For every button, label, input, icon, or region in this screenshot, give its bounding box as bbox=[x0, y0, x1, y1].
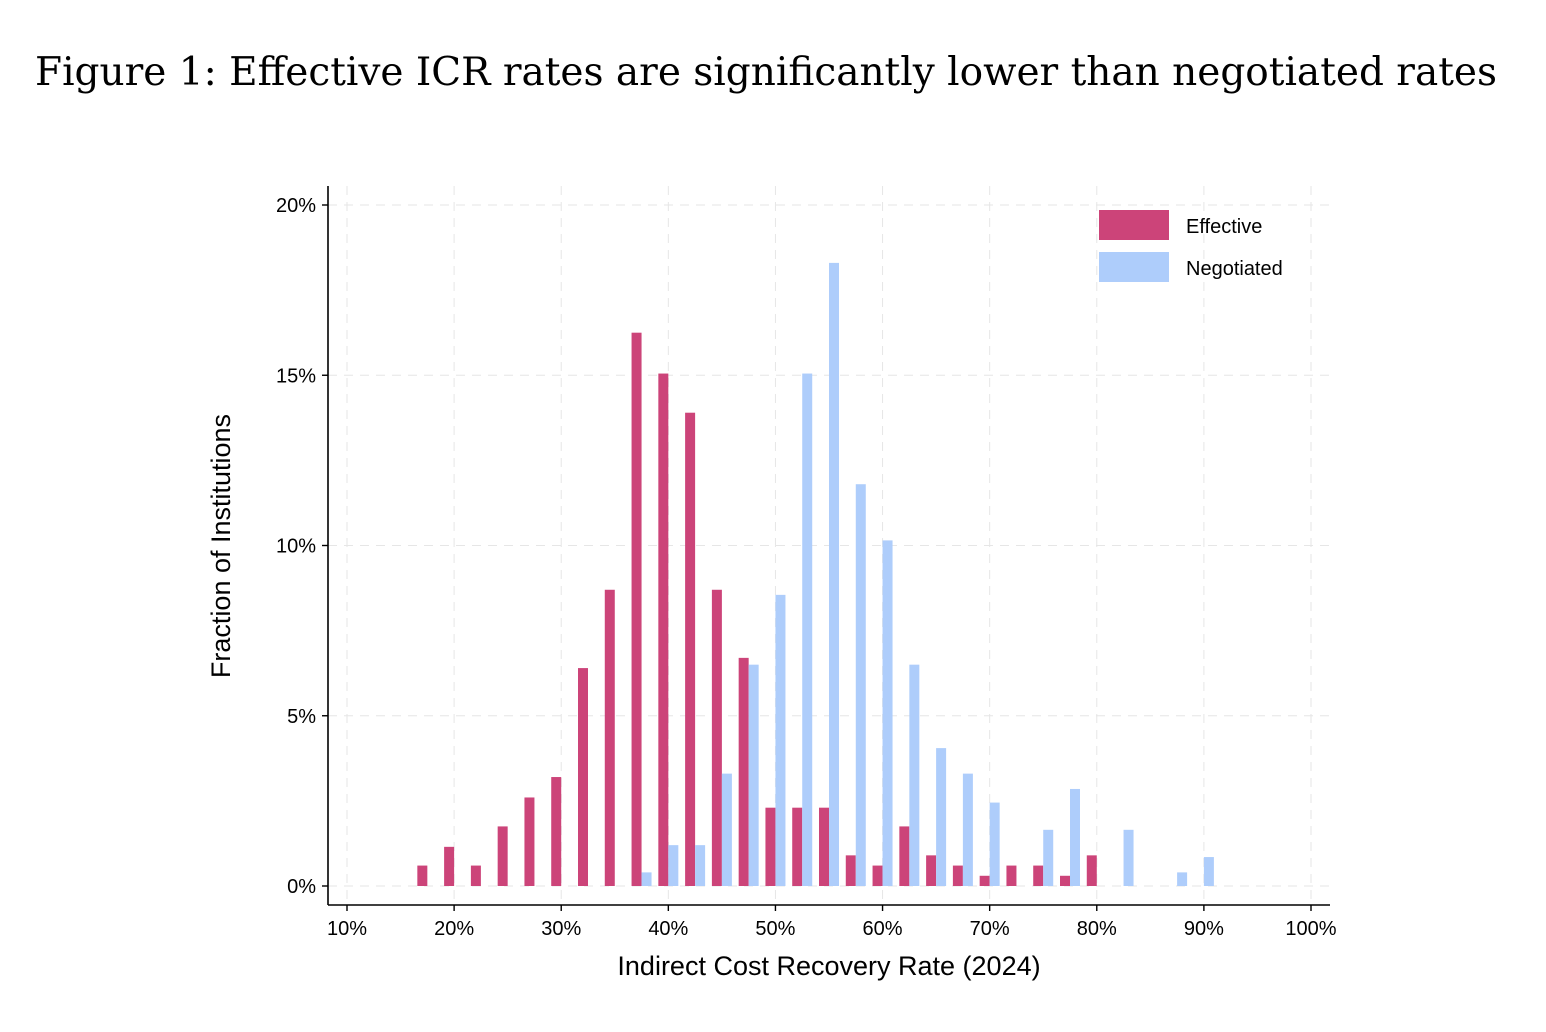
bar-negotiated bbox=[1070, 788, 1080, 886]
bar-effective bbox=[1060, 875, 1070, 886]
bar-negotiated bbox=[641, 872, 652, 886]
legend-swatch-negotiated bbox=[1099, 252, 1169, 282]
bar-effective bbox=[792, 807, 803, 886]
bar-effective bbox=[470, 865, 481, 886]
bar-effective bbox=[1006, 865, 1017, 886]
bar-negotiated bbox=[1203, 857, 1214, 886]
x-tick-label: 30% bbox=[541, 918, 581, 940]
bar-effective bbox=[685, 412, 696, 886]
bar-effective bbox=[819, 807, 829, 886]
x-axis-title: Indirect Cost Recovery Rate (2024) bbox=[617, 951, 1040, 981]
bar-effective bbox=[899, 826, 910, 886]
bar-negotiated bbox=[1043, 829, 1054, 886]
x-tick-label: 50% bbox=[755, 918, 795, 940]
x-tick-label: 60% bbox=[863, 918, 903, 940]
legend: Effective Negotiated bbox=[1099, 210, 1283, 282]
bar-negotiated bbox=[882, 540, 893, 886]
bar-effective bbox=[872, 865, 883, 886]
bar-effective bbox=[711, 589, 722, 886]
bar-effective bbox=[604, 589, 615, 886]
bar-negotiated bbox=[668, 845, 679, 886]
x-tick-label: 100% bbox=[1285, 918, 1336, 940]
bar-effective bbox=[444, 846, 455, 886]
bar-effective bbox=[926, 855, 937, 886]
bar-effective bbox=[979, 875, 990, 886]
bar-negotiated bbox=[1177, 872, 1188, 886]
bar-negotiated bbox=[721, 773, 732, 886]
bar-negotiated bbox=[909, 664, 920, 886]
bar-negotiated bbox=[695, 845, 706, 886]
y-axis-title: Fraction of Institutions bbox=[206, 414, 236, 678]
tick-marks-and-labels: 10% 20% 30% 40% 50% 60% 70% 80% 90% 100% 0% 5% 10% 15… bbox=[276, 195, 1337, 940]
bar-effective bbox=[497, 826, 508, 886]
x-tick-label: 90% bbox=[1184, 918, 1224, 940]
bar-effective bbox=[631, 332, 642, 886]
x-tick-label: 70% bbox=[970, 918, 1010, 940]
bar-negotiated bbox=[855, 484, 866, 886]
x-tick-label: 40% bbox=[648, 918, 688, 940]
bars bbox=[417, 262, 1214, 886]
y-tick-label: 10% bbox=[276, 536, 316, 558]
bar-negotiated bbox=[936, 748, 947, 886]
legend-label-negotiated: Negotiated bbox=[1186, 258, 1283, 280]
bar-effective bbox=[765, 807, 776, 886]
bar-effective bbox=[738, 657, 749, 886]
bar-effective bbox=[952, 865, 963, 886]
bar-negotiated bbox=[989, 802, 1000, 886]
bar-effective bbox=[524, 797, 535, 886]
bar-effective bbox=[658, 373, 669, 886]
bar-effective bbox=[845, 855, 856, 886]
bar-negotiated bbox=[962, 773, 973, 886]
bar-negotiated bbox=[748, 664, 759, 886]
y-tick-label: 20% bbox=[276, 195, 316, 217]
bar-effective bbox=[417, 865, 428, 886]
x-tick-label: 80% bbox=[1077, 918, 1117, 940]
y-tick-label: 0% bbox=[287, 876, 316, 898]
bar-negotiated bbox=[775, 594, 786, 886]
bar-effective bbox=[1086, 855, 1097, 886]
bar-negotiated bbox=[802, 373, 813, 886]
figure-title: Figure 1: Effective ICR rates are signif… bbox=[35, 50, 1497, 95]
y-tick-label: 5% bbox=[287, 706, 316, 728]
x-tick-label: 20% bbox=[434, 918, 474, 940]
y-tick-label: 15% bbox=[276, 365, 316, 387]
bar-effective bbox=[1033, 865, 1044, 886]
legend-label-effective: Effective bbox=[1186, 216, 1262, 238]
bar-effective bbox=[551, 777, 562, 886]
x-tick-label: 10% bbox=[327, 918, 367, 940]
bar-negotiated bbox=[829, 262, 839, 886]
bar-negotiated bbox=[1123, 829, 1134, 886]
bar-effective bbox=[578, 668, 588, 886]
legend-swatch-effective bbox=[1099, 210, 1169, 240]
